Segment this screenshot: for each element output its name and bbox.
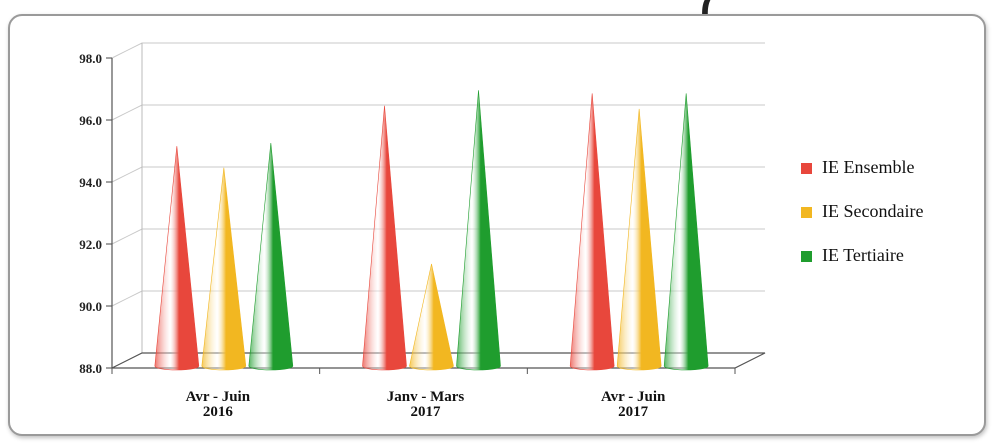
y-tick-label: 88.0: [79, 361, 102, 376]
x-category-label: 2017: [411, 404, 442, 420]
legend-label: IE Tertiaire: [822, 245, 904, 265]
x-category-label: 2016: [203, 404, 234, 420]
y-tick-label: 94.0: [79, 175, 102, 190]
y-tick-label: 98.0: [79, 51, 102, 66]
y-tick-label: 90.0: [79, 299, 102, 314]
gridline: [111, 104, 765, 121]
gridline: [111, 166, 765, 183]
legend: IE Ensemble IE Secondaire IE Tertiaire: [801, 157, 923, 265]
cone-bar: [201, 167, 247, 371]
legend-swatch: [801, 207, 812, 218]
cone-bar: [154, 146, 200, 371]
legend-swatch: [801, 251, 812, 262]
x-category-label: Janv - Mars: [387, 389, 465, 405]
cone-bar: [409, 263, 454, 371]
cone-bar: [248, 142, 294, 371]
cone-bar: [569, 93, 615, 371]
y-tick-label: 92.0: [79, 237, 102, 252]
cone-bar: [616, 108, 662, 371]
x-category-label: Avr - Juin: [601, 389, 666, 405]
cone-bar: [663, 93, 709, 371]
legend-label: IE Ensemble: [822, 157, 914, 177]
cone-layer: [154, 90, 709, 371]
legend-label: IE Secondaire: [822, 201, 923, 221]
gridline: [111, 228, 765, 245]
gridline: [111, 42, 765, 59]
cone-bar: [456, 90, 501, 371]
x-category-label: Avr - Juin: [186, 389, 251, 405]
x-category-label: 2017: [618, 404, 649, 420]
legend-swatch: [801, 163, 812, 174]
cone-bar: [362, 105, 407, 371]
y-tick-label: 96.0: [79, 113, 102, 128]
